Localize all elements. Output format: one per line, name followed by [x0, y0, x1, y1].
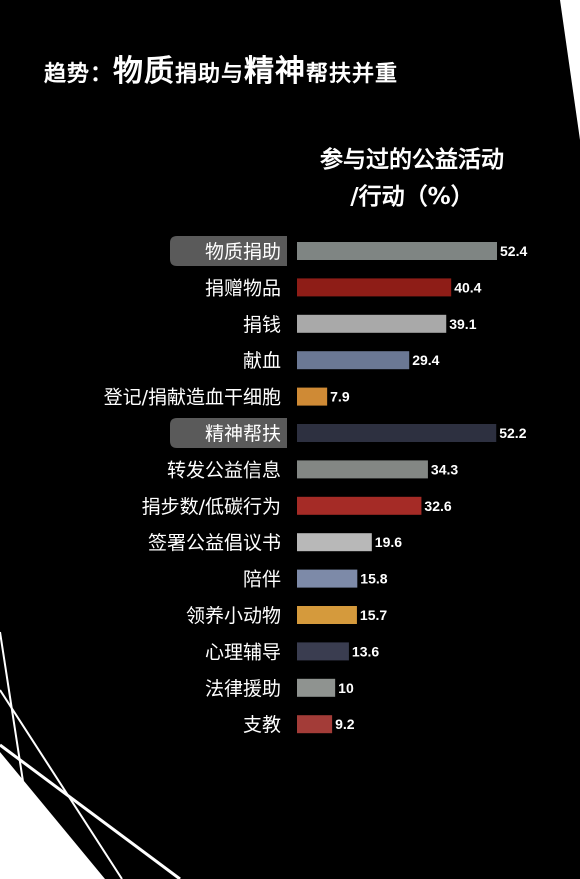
bar: [297, 678, 336, 697]
bar: [297, 642, 349, 661]
bar-value-label: 9.2: [335, 716, 355, 732]
chart-subtitle: 参与过的公益活动 /行动（%）: [296, 142, 528, 216]
white-shard-bottom-left: [0, 752, 105, 879]
subtitle-line1: 参与过的公益活动: [320, 147, 504, 173]
bar-value-label: 15.8: [360, 571, 387, 587]
subtitle-line2: /行动（%）: [350, 184, 474, 210]
title-part3: 精神: [244, 54, 307, 89]
bar-value-label: 13.6: [352, 643, 379, 659]
bar-value-label: 52.2: [499, 425, 526, 441]
white-shard-top-right: [560, 0, 580, 140]
bar-value-label: 32.6: [424, 498, 451, 514]
group-header-label: 物质捐助: [205, 241, 281, 263]
bar: [297, 715, 333, 734]
bar: [297, 496, 422, 515]
bar: [297, 278, 452, 297]
bar-value-label: 34.3: [431, 461, 458, 477]
category-label: 领养小动物: [186, 605, 281, 627]
category-label: 捐赠物品: [205, 277, 281, 299]
bar-value-label: 52.4: [500, 243, 527, 259]
group-header-label: 精神帮扶: [205, 423, 281, 445]
white-stroke-diagonal-steep: [0, 631, 39, 879]
group-header-label-bg: [170, 236, 287, 266]
bar-value-label: 40.4: [454, 279, 481, 295]
bar: [297, 314, 447, 333]
bar-value-label: 10: [338, 680, 354, 696]
page-title: 趋势：物质捐助与精神帮扶并重: [44, 46, 398, 90]
title-part2: 捐助与: [175, 62, 245, 87]
white-stroke-diagonal-long: [0, 743, 181, 879]
title-part4: 帮扶并重: [306, 62, 399, 87]
category-label: 捐钱: [243, 314, 281, 336]
bar: [297, 606, 357, 624]
bar-value-label: 29.4: [412, 352, 439, 368]
bar: [297, 351, 410, 370]
title-prefix: 趋势：: [44, 62, 114, 87]
category-label: 陪伴: [243, 569, 281, 591]
category-label: 捐步数/低碳行为: [142, 496, 281, 518]
category-label: 转发公益信息: [167, 459, 281, 481]
bar: [297, 387, 328, 406]
white-stroke-cross: [0, 689, 123, 879]
bar: [297, 533, 372, 552]
bar: [297, 424, 497, 442]
category-label: 签署公益倡议书: [148, 532, 281, 554]
bar-value-label: 39.1: [449, 316, 476, 332]
bar: [297, 569, 358, 588]
category-label: 法律援助: [205, 678, 281, 700]
title-part1: 物质: [113, 54, 176, 89]
bar-value-label: 7.9: [330, 389, 350, 405]
category-label: 支教: [243, 714, 281, 736]
category-label: 登记/捐献造血干细胞: [104, 387, 281, 409]
bar-value-label: 19.6: [375, 534, 402, 550]
bar: [297, 242, 497, 260]
category-label: 心理辅导: [205, 641, 281, 663]
group-header-label-bg: [170, 418, 287, 448]
bar: [297, 460, 428, 479]
bar-value-label: 15.7: [360, 607, 387, 623]
category-label: 献血: [243, 350, 281, 372]
